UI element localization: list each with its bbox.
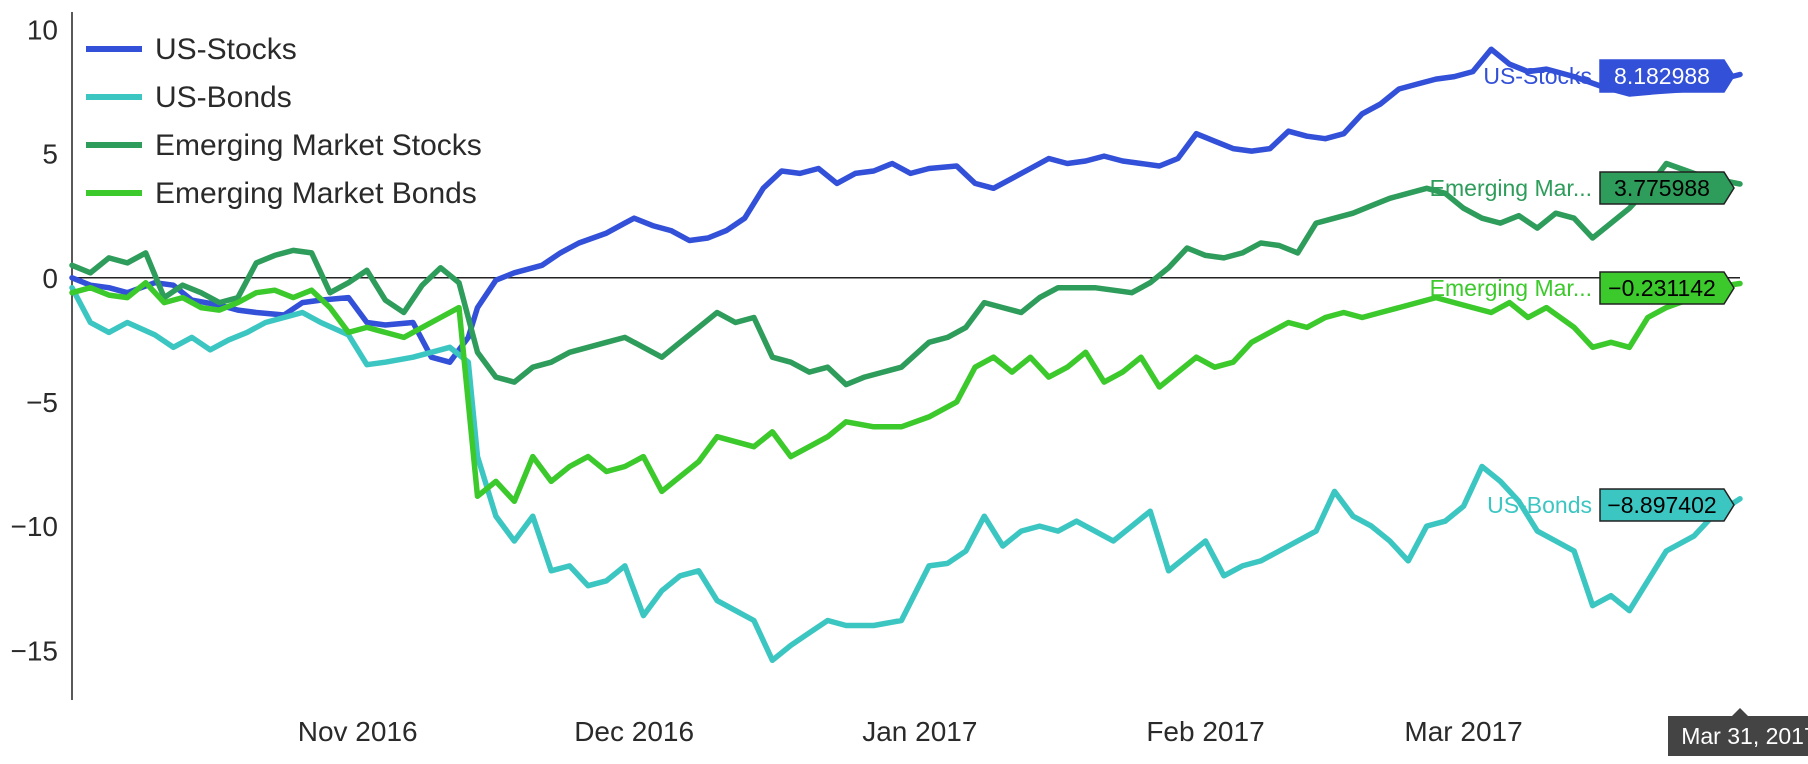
series-line-emerging-market-bonds[interactable] bbox=[69, 279, 1743, 505]
x-hover-date-label: Mar 31, 2017 bbox=[1668, 708, 1808, 756]
hover-value: 8.182988 bbox=[1614, 63, 1710, 89]
legend-item[interactable]: Emerging Market Bonds bbox=[86, 177, 477, 210]
hover-label: −8.897402 US-Bonds bbox=[1487, 488, 1735, 522]
hover-layer: 8.182988 US-Stocks 3.775988 Emerging Mar...… bbox=[1430, 59, 1808, 756]
y-tick-label: −15 bbox=[11, 635, 59, 666]
axes: 10 5 0 −5 −10 −15 Nov 2016 Dec 2016 Jan 2017 Feb … bbox=[11, 12, 1740, 747]
hover-label: −0.231142 Emerging Mar... bbox=[1430, 271, 1735, 305]
hover-value: −8.897402 bbox=[1607, 492, 1716, 518]
x-tick-label: Mar 2017 bbox=[1404, 716, 1522, 747]
hover-value: 3.775988 bbox=[1614, 175, 1710, 201]
hover-series-name: US-Stocks bbox=[1483, 63, 1592, 89]
hover-series-name: US-Bonds bbox=[1487, 492, 1592, 518]
hover-box bbox=[1599, 171, 1735, 205]
series-line-us-stocks[interactable] bbox=[69, 46, 1743, 365]
hover-box bbox=[1599, 59, 1735, 93]
hover-box bbox=[1599, 271, 1735, 305]
series-layer bbox=[69, 46, 1743, 664]
x-tick-label: Nov 2016 bbox=[298, 716, 418, 747]
x-hover-date-text: Mar 31, 2017 bbox=[1681, 723, 1808, 749]
hover-series-name: Emerging Mar... bbox=[1430, 175, 1592, 201]
series-line-emerging-market-stocks[interactable] bbox=[69, 160, 1743, 388]
series-line-us-bonds[interactable] bbox=[69, 284, 1743, 664]
x-tick-label: Dec 2016 bbox=[574, 716, 694, 747]
legend-item[interactable]: US-Stocks bbox=[86, 33, 297, 66]
legend: US-Stocks US-Bonds Emerging Market Stocks E… bbox=[86, 33, 482, 210]
y-tick-label: 0 bbox=[42, 263, 58, 294]
x-tick-label: Jan 2017 bbox=[862, 716, 977, 747]
legend-item[interactable]: Emerging Market Stocks bbox=[86, 129, 482, 162]
hover-label: 8.182988 US-Stocks bbox=[1483, 59, 1735, 93]
legend-label: US-Stocks bbox=[155, 33, 297, 66]
y-tick-label: −5 bbox=[26, 387, 58, 418]
y-tick-label: −10 bbox=[11, 511, 59, 542]
legend-item[interactable]: US-Bonds bbox=[86, 81, 292, 114]
y-tick-label: 5 bbox=[42, 139, 58, 170]
y-tick-label: 10 bbox=[27, 14, 58, 45]
hover-value: −0.231142 bbox=[1608, 275, 1716, 301]
x-hover-date-box bbox=[1668, 708, 1808, 756]
x-tick-label: Feb 2017 bbox=[1146, 716, 1264, 747]
hover-series-name: Emerging Mar... bbox=[1430, 275, 1592, 301]
legend-label: Emerging Market Bonds bbox=[155, 177, 477, 210]
hover-box bbox=[1599, 488, 1735, 522]
legend-label: Emerging Market Stocks bbox=[155, 129, 482, 162]
legend-label: US-Bonds bbox=[155, 81, 292, 114]
hover-label: 3.775988 Emerging Mar... bbox=[1430, 171, 1735, 205]
